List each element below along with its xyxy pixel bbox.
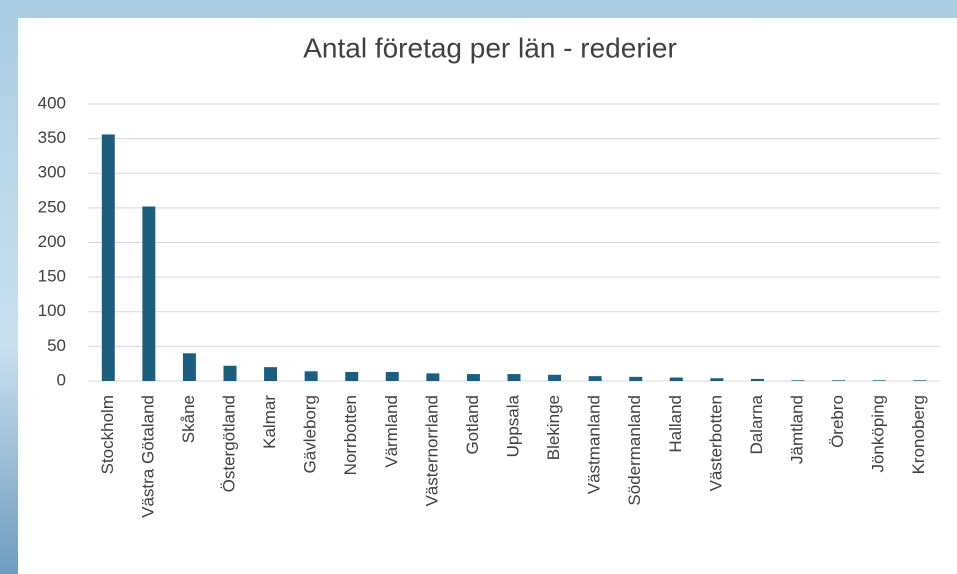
bar bbox=[588, 376, 602, 381]
y-tick-label: 300 bbox=[38, 163, 66, 182]
bar bbox=[345, 371, 359, 381]
bar bbox=[832, 380, 846, 381]
x-tick-label: Östergötland bbox=[219, 395, 238, 492]
bar bbox=[182, 353, 196, 381]
x-tick-label: Jämtland bbox=[787, 395, 806, 464]
y-tick-label: 0 bbox=[57, 370, 66, 389]
bar bbox=[142, 206, 156, 381]
bar bbox=[872, 380, 886, 381]
y-tick-label: 400 bbox=[38, 93, 66, 112]
x-tick-label: Västmanland bbox=[585, 395, 604, 494]
y-tick-label: 350 bbox=[38, 128, 66, 147]
bar bbox=[264, 367, 278, 381]
x-tick-label: Värmland bbox=[382, 395, 401, 468]
bar bbox=[548, 374, 562, 381]
bar bbox=[629, 376, 643, 381]
x-tick-label: Kalmar bbox=[260, 395, 279, 449]
x-tick-label: Södermanland bbox=[625, 395, 644, 506]
chart-background bbox=[18, 18, 957, 574]
x-tick-label: Västernorrland bbox=[422, 395, 441, 507]
x-tick-label: Blekinge bbox=[544, 395, 563, 460]
bar bbox=[304, 371, 318, 381]
y-tick-label: 250 bbox=[38, 197, 66, 216]
x-tick-label: Västerbotten bbox=[706, 395, 725, 491]
x-tick-label: Jönköping bbox=[869, 395, 888, 473]
bar bbox=[791, 380, 805, 381]
x-tick-label: Gotland bbox=[463, 395, 482, 455]
bar bbox=[750, 378, 764, 381]
bar bbox=[466, 374, 480, 381]
x-tick-label: Halland bbox=[666, 395, 685, 453]
y-tick-label: 100 bbox=[38, 301, 66, 320]
x-tick-label: Stockholm bbox=[98, 395, 117, 474]
x-tick-label: Västra Götaland bbox=[138, 395, 157, 518]
bar bbox=[913, 380, 927, 381]
bar bbox=[101, 134, 115, 381]
x-tick-label: Gävleborg bbox=[301, 395, 320, 473]
x-tick-label: Norrbotten bbox=[341, 395, 360, 475]
bar bbox=[426, 373, 440, 381]
y-tick-label: 150 bbox=[38, 267, 66, 286]
x-tick-label: Skåne bbox=[179, 395, 198, 443]
bar bbox=[669, 377, 683, 381]
bar bbox=[385, 371, 399, 381]
x-tick-label: Uppsala bbox=[503, 394, 522, 457]
bar bbox=[710, 378, 724, 381]
chart: Antal företag per län - rederier 0 50 100 1… bbox=[18, 18, 957, 574]
y-tick-label: 200 bbox=[38, 232, 66, 251]
bar bbox=[223, 365, 237, 381]
x-tick-label: Kronoberg bbox=[909, 395, 928, 474]
y-tick-label: 50 bbox=[47, 336, 66, 355]
chart-title: Antal företag per län - rederier bbox=[303, 32, 677, 63]
x-tick-label: Dalarna bbox=[747, 394, 766, 454]
x-tick-label: Örebro bbox=[828, 395, 847, 448]
bar bbox=[507, 374, 521, 381]
